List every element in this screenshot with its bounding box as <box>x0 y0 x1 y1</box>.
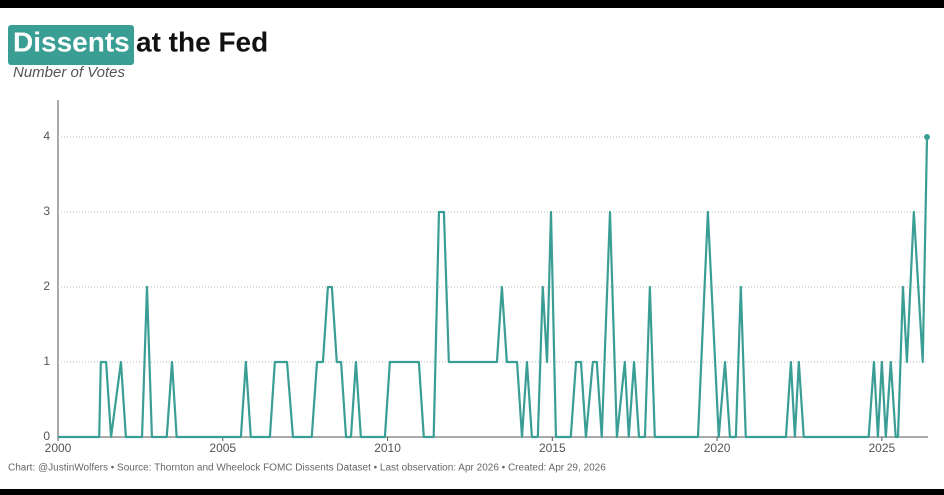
y-tick-label: 3 <box>43 204 50 218</box>
x-tick-label: 2000 <box>45 441 72 455</box>
y-tick-label: 2 <box>43 279 50 293</box>
end-point <box>924 134 931 140</box>
top-bar <box>0 0 944 8</box>
subtitle: Number of Votes <box>13 64 125 81</box>
y-tick-label: 4 <box>43 129 50 143</box>
chart-title-highlight: Dissents <box>13 26 130 57</box>
y-tick-label: 1 <box>43 354 50 368</box>
bottom-bar <box>0 489 944 495</box>
x-tick-label: 2025 <box>869 441 896 455</box>
title-highlight-box <box>8 25 134 65</box>
chart-title: at the Fed <box>136 26 268 57</box>
y-tick-label: 0 <box>43 429 50 443</box>
x-tick-label: 2010 <box>374 441 401 455</box>
line <box>58 136 929 439</box>
x-tick-label: 2005 <box>209 441 236 455</box>
footer: Chart: @JustinWolfers • Source: Thornton… <box>8 463 606 474</box>
x-tick-label: 2015 <box>539 441 566 455</box>
x-tick-label: 2020 <box>704 441 731 455</box>
